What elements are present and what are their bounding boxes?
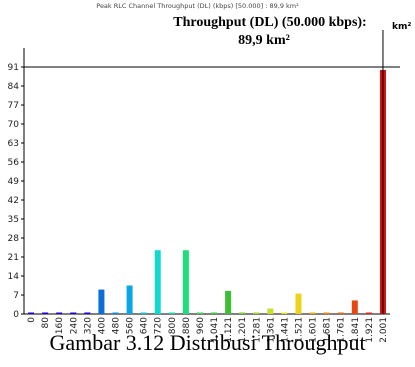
bar-baseline	[365, 312, 372, 314]
bar	[351, 300, 358, 314]
x-tick-label: 240	[69, 317, 79, 334]
bar-baseline	[281, 312, 288, 314]
x-tick-label: 2.001	[379, 317, 389, 343]
x-tick-label: 400	[97, 317, 107, 334]
x-tick-label: 1.521	[295, 317, 305, 343]
annotation-line-2: 89,9 km²	[238, 33, 290, 48]
bar	[267, 308, 274, 314]
annotation-line-1: Throughput (DL) (50.000 kbps):	[173, 15, 367, 30]
x-tick-label: 1.041	[210, 317, 220, 343]
bar-baseline	[112, 312, 119, 314]
x-tick-label: 1.921	[365, 317, 375, 343]
unit-label: km²	[392, 22, 412, 32]
y-tick-label: 21	[8, 253, 19, 263]
y-tick-label: 63	[8, 139, 19, 149]
bar-baseline	[84, 312, 91, 314]
bar-baseline	[196, 312, 203, 314]
x-tick-label: 1.761	[337, 317, 347, 343]
bar-baseline	[42, 312, 49, 314]
y-tick-label: 0	[13, 310, 19, 320]
y-tick-label: 84	[8, 82, 20, 92]
x-tick-label: 1.201	[238, 317, 248, 343]
x-tick-label: 1.121	[224, 317, 234, 343]
x-tick-label: 1.361	[266, 317, 276, 343]
y-tick-label: 77	[8, 101, 19, 111]
x-tick-label: 320	[83, 317, 93, 334]
bar-baseline	[28, 312, 35, 314]
x-tick-label: 0	[27, 317, 37, 323]
bar	[98, 289, 105, 314]
bar	[182, 250, 189, 314]
y-tick-label: 42	[8, 196, 19, 206]
x-tick-label: 720	[154, 317, 164, 334]
x-tick-label: 480	[112, 317, 122, 334]
x-tick-label: 880	[182, 317, 192, 334]
bar	[295, 293, 302, 314]
bar	[225, 290, 232, 314]
x-tick-label: 1.281	[252, 317, 262, 343]
x-tick-label: 1.441	[280, 317, 290, 343]
y-tick-label: 28	[8, 234, 20, 244]
bar-baseline	[239, 312, 246, 314]
x-tick-label: 1.841	[351, 317, 361, 343]
y-tick-label: 91	[8, 63, 19, 73]
bar-baseline	[211, 312, 218, 314]
bar-baseline	[337, 312, 344, 314]
x-tick-label: 800	[168, 317, 178, 334]
chart-title: Peak RLC Channel Throughput (DL) (kbps) …	[96, 2, 299, 10]
bar-baseline	[70, 312, 77, 314]
bar-baseline	[253, 312, 260, 314]
bar-baseline	[309, 312, 316, 314]
x-tick-label: 560	[126, 317, 136, 334]
bar-baseline	[56, 312, 63, 314]
x-tick-label: 160	[55, 317, 65, 334]
annotation-title: Throughput (DL) (50.000 kbps): 89,9 km²	[120, 14, 415, 50]
x-tick-label: 1.601	[309, 317, 319, 343]
x-tick-label: 640	[140, 317, 150, 334]
x-tick-label: 80	[41, 317, 51, 329]
bar-baseline	[168, 312, 175, 314]
bar-baseline	[323, 312, 330, 314]
bar	[154, 250, 161, 314]
y-tick-label: 56	[8, 158, 20, 168]
y-tick-label: 14	[8, 272, 20, 282]
y-tick-label: 49	[8, 177, 20, 187]
y-tick-label: 7	[13, 291, 19, 301]
bar-baseline	[140, 312, 147, 314]
y-tick-label: 35	[8, 215, 19, 225]
bar	[126, 285, 133, 314]
figure-caption: Gambar 3.12 Distribusi Throughput	[49, 330, 366, 355]
y-tick-label: 70	[8, 120, 20, 130]
x-tick-label: 1.681	[323, 317, 333, 343]
x-tick-label: 960	[196, 317, 206, 334]
